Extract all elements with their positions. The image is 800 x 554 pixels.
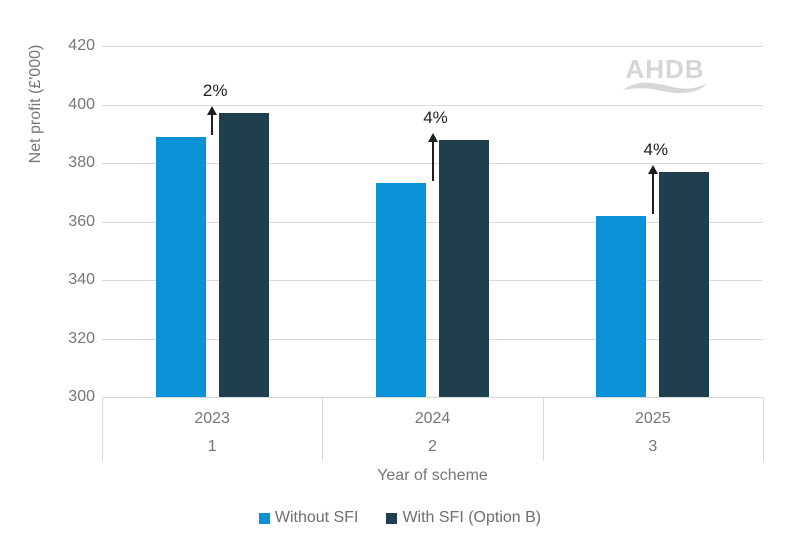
uplift-arrow (211, 114, 214, 135)
ahdb-wave-icon (623, 82, 707, 94)
uplift-label: 2% (202, 81, 228, 101)
legend-entry: Without SFI (258, 509, 359, 527)
legend-entry: With SFI (Option B) (386, 509, 541, 527)
legend-swatch-icon (258, 512, 270, 524)
category-divider (102, 397, 103, 461)
bar-without-sfi (155, 136, 206, 397)
uplift-arrow-head (427, 132, 438, 142)
gridline (102, 280, 763, 281)
uplift-arrow (431, 140, 434, 182)
bar-without-sfi (376, 183, 426, 397)
bar-with-sfi (218, 113, 269, 397)
ahdb-logo-text: AHDB (625, 54, 705, 84)
category-year-label: 2024 (414, 410, 451, 427)
y-tick-label: 320 (68, 329, 95, 347)
bar-with-sfi (439, 139, 489, 397)
gridline (102, 338, 763, 340)
y-tick-label: 340 (68, 271, 95, 288)
y-tick-label: 360 (68, 212, 95, 230)
uplift-arrow (651, 172, 654, 214)
legend-swatch-icon (386, 512, 398, 524)
bar-with-sfi (659, 171, 710, 397)
uplift-arrow-head (207, 106, 218, 116)
category-scheme-label: 2 (428, 438, 437, 455)
uplift-label: 4% (643, 139, 669, 159)
gridline (102, 397, 763, 398)
category-year-label: 2023 (194, 410, 230, 427)
uplift-arrow-head (647, 164, 658, 174)
category-year-label: 2025 (635, 410, 671, 427)
gridline (102, 221, 763, 223)
x-axis-title: Year of scheme (377, 467, 488, 484)
legend-label: With SFI (Option B) (402, 509, 542, 526)
bar-without-sfi (596, 215, 647, 397)
legend-label: Without SFI (274, 509, 359, 526)
gridline (102, 46, 763, 47)
y-tick-label: 380 (68, 154, 95, 171)
gridline (102, 104, 763, 106)
y-tick-label: 420 (68, 37, 95, 54)
legend: Without SFI With SFI (Option B) (0, 506, 800, 530)
category-divider (763, 397, 764, 461)
category-scheme-label: 3 (648, 438, 658, 455)
category-scheme-label: 1 (207, 438, 217, 455)
uplift-label: 4% (423, 107, 448, 127)
category-divider (322, 397, 324, 461)
ahdb-logo-watermark: AHDB (620, 56, 710, 94)
y-tick-label: 300 (68, 388, 95, 405)
category-divider (542, 397, 544, 461)
y-tick-label: 400 (68, 95, 95, 113)
